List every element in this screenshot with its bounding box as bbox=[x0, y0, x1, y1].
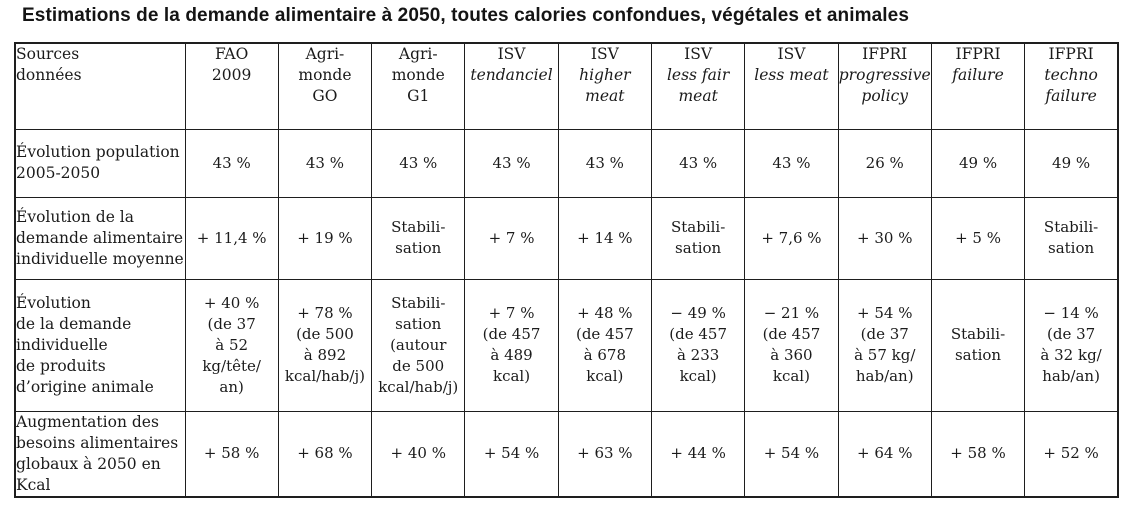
cell: 49 % bbox=[930, 128, 1026, 198]
column-header-ifpri-failure: IFPRI failure bbox=[930, 42, 1026, 130]
column-scenario-name: failure bbox=[952, 66, 1004, 84]
column-source-name: FAO 2009 bbox=[211, 45, 252, 84]
column-source-name: ISV bbox=[684, 45, 713, 63]
food-demand-estimates-table: Sources données FAO 2009 Agri- monde GO … bbox=[14, 42, 1119, 498]
column-scenario-name: progressive policy bbox=[838, 66, 931, 105]
column-header-isv-less-meat: ISV less meat bbox=[744, 42, 839, 130]
column-scenario-name: less meat bbox=[754, 66, 829, 84]
cell: + 64 % bbox=[837, 410, 932, 497]
row-label: Évolution de la demande individuelle de … bbox=[14, 278, 186, 412]
cell: + 40 % (de 37 à 52 kg/tête/ an) bbox=[184, 278, 279, 412]
cell: + 54 % bbox=[464, 410, 559, 497]
cell: + 58 % bbox=[184, 410, 279, 497]
column-source-name: IFPRI bbox=[862, 45, 908, 63]
cell: Stabili- sation bbox=[1024, 196, 1119, 280]
cell: − 21 % (de 457 à 360 kcal) bbox=[744, 278, 839, 412]
cell: + 63 % bbox=[557, 410, 652, 497]
column-source-name: Agri- monde G1 bbox=[391, 45, 445, 105]
cell: + 5 % bbox=[930, 196, 1026, 280]
cell: + 7,6 % bbox=[744, 196, 839, 280]
row-label: Évolution population 2005-2050 bbox=[14, 128, 186, 198]
column-header-isv-less-fair-meat: ISV less fair meat bbox=[650, 42, 746, 130]
cell: Stabili- sation bbox=[930, 278, 1026, 412]
cell: + 48 % (de 457 à 678 kcal) bbox=[557, 278, 652, 412]
column-source-name: ISV bbox=[497, 45, 526, 63]
cell: Stabili- sation bbox=[371, 196, 466, 280]
cell: Stabili- sation bbox=[650, 196, 746, 280]
cell: + 68 % bbox=[277, 410, 373, 497]
column-header-isv-higher-meat: ISV higher meat bbox=[557, 42, 652, 130]
column-scenario-name: tendanciel bbox=[470, 66, 553, 84]
row-label: Augmentation des besoins alimentaires gl… bbox=[14, 410, 186, 497]
cell: 43 % bbox=[371, 128, 466, 198]
cell: + 44 % bbox=[650, 410, 746, 497]
cell: + 58 % bbox=[930, 410, 1026, 497]
table-row-population-evolution: Évolution population 2005-2050 43 % 43 %… bbox=[14, 128, 1119, 198]
column-scenario-name: less fair meat bbox=[666, 66, 730, 105]
cell: 43 % bbox=[277, 128, 373, 198]
cell: + 11,4 % bbox=[184, 196, 279, 280]
column-source-name: IFPRI bbox=[1048, 45, 1094, 63]
cell: + 52 % bbox=[1024, 410, 1119, 497]
cell: 43 % bbox=[557, 128, 652, 198]
row-label: Évolution de la demande alimentaire indi… bbox=[14, 196, 186, 280]
cell: + 54 % bbox=[744, 410, 839, 497]
cell: − 49 % (de 457 à 233 kcal) bbox=[650, 278, 746, 412]
column-source-name: IFPRI bbox=[955, 45, 1001, 63]
column-header-ifpri-techno-failure: IFPRI techno failure bbox=[1024, 42, 1119, 130]
cell: + 7 % bbox=[464, 196, 559, 280]
table-row-animal-products-demand: Évolution de la demande individuelle de … bbox=[14, 278, 1119, 412]
cell: 43 % bbox=[650, 128, 746, 198]
column-source-name: Agri- monde GO bbox=[298, 45, 352, 105]
cell: − 14 % (de 37 à 32 kg/ hab/an) bbox=[1024, 278, 1119, 412]
column-source-name: ISV bbox=[590, 45, 619, 63]
cell: 43 % bbox=[744, 128, 839, 198]
table-row-individual-food-demand: Évolution de la demande alimentaire indi… bbox=[14, 196, 1119, 280]
column-scenario-name: techno failure bbox=[1044, 66, 1098, 105]
cell: 43 % bbox=[464, 128, 559, 198]
page-title: Estimations de la demande alimentaire à … bbox=[22, 5, 910, 26]
cell: + 78 % (de 500 à 892 kcal/hab/j) bbox=[277, 278, 373, 412]
column-header-ifpri-progressive-policy: IFPRI progressive policy bbox=[837, 42, 932, 130]
cell: 26 % bbox=[837, 128, 932, 198]
sources-corner-cell: Sources données bbox=[14, 42, 186, 130]
table-row-global-food-needs: Augmentation des besoins alimentaires gl… bbox=[14, 410, 1119, 497]
cell: + 54 % (de 37 à 57 kg/ hab/an) bbox=[837, 278, 932, 412]
column-header-fao-2009: FAO 2009 bbox=[184, 42, 279, 130]
column-header-agrimonde-g1: Agri- monde G1 bbox=[371, 42, 466, 130]
cell: + 30 % bbox=[837, 196, 932, 280]
header-row: Sources données FAO 2009 Agri- monde GO … bbox=[14, 42, 1119, 130]
cell: + 7 % (de 457 à 489 kcal) bbox=[464, 278, 559, 412]
column-header-isv-tendanciel: ISV tendanciel bbox=[464, 42, 559, 130]
cell: 43 % bbox=[184, 128, 279, 198]
column-source-name: ISV bbox=[777, 45, 806, 63]
column-scenario-name: higher meat bbox=[579, 66, 631, 105]
cell: 49 % bbox=[1024, 128, 1119, 198]
cell: Stabili- sation (autour de 500 kcal/hab/… bbox=[371, 278, 466, 412]
cell: + 19 % bbox=[277, 196, 373, 280]
cell: + 14 % bbox=[557, 196, 652, 280]
column-header-agrimonde-go: Agri- monde GO bbox=[277, 42, 373, 130]
cell: + 40 % bbox=[371, 410, 466, 497]
